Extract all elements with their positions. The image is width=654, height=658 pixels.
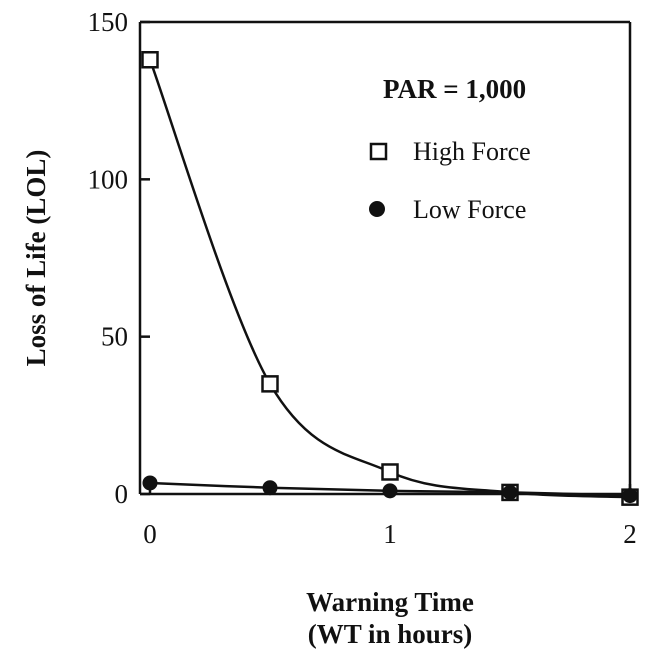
legend-low-force-circle-icon [369,201,385,217]
high-force-curve [148,59,631,499]
y-axis-title: Loss of Life (LOL) [21,150,51,367]
x-tick-label: 0 [143,519,157,549]
high-force-data-point [261,375,279,393]
y-tick-label: 50 [101,322,128,352]
y-tick-label: 0 [115,479,129,509]
y-tick-label: 100 [88,164,129,194]
x-axis-title-line1: Warning Time [306,587,474,617]
y-axis-ticks: 0 50 100 150 [88,7,150,509]
legend-title: PAR = 1,000 [383,74,526,104]
x-axis-title-line2: (WT in hours) [308,619,473,649]
series-curves [148,59,631,499]
series-markers [141,51,639,506]
high-force-data-point [381,463,399,481]
legend: PAR = 1,000 High Force Low Force [369,74,531,224]
legend-low-force-label: Low Force [413,195,526,224]
low-force-data-point [622,488,638,504]
y-tick-label: 150 [88,7,129,37]
low-force-data-point [382,483,398,499]
low-force-data-point [262,480,278,496]
x-tick-label: 1 [383,519,397,549]
x-tick-label: 2 [623,519,637,549]
high-force-data-point [141,51,159,69]
legend-high-force-label: High Force [413,137,531,166]
low-force-data-point [502,484,518,500]
legend-high-force-square-icon [369,142,388,161]
low-force-data-point [142,475,158,491]
